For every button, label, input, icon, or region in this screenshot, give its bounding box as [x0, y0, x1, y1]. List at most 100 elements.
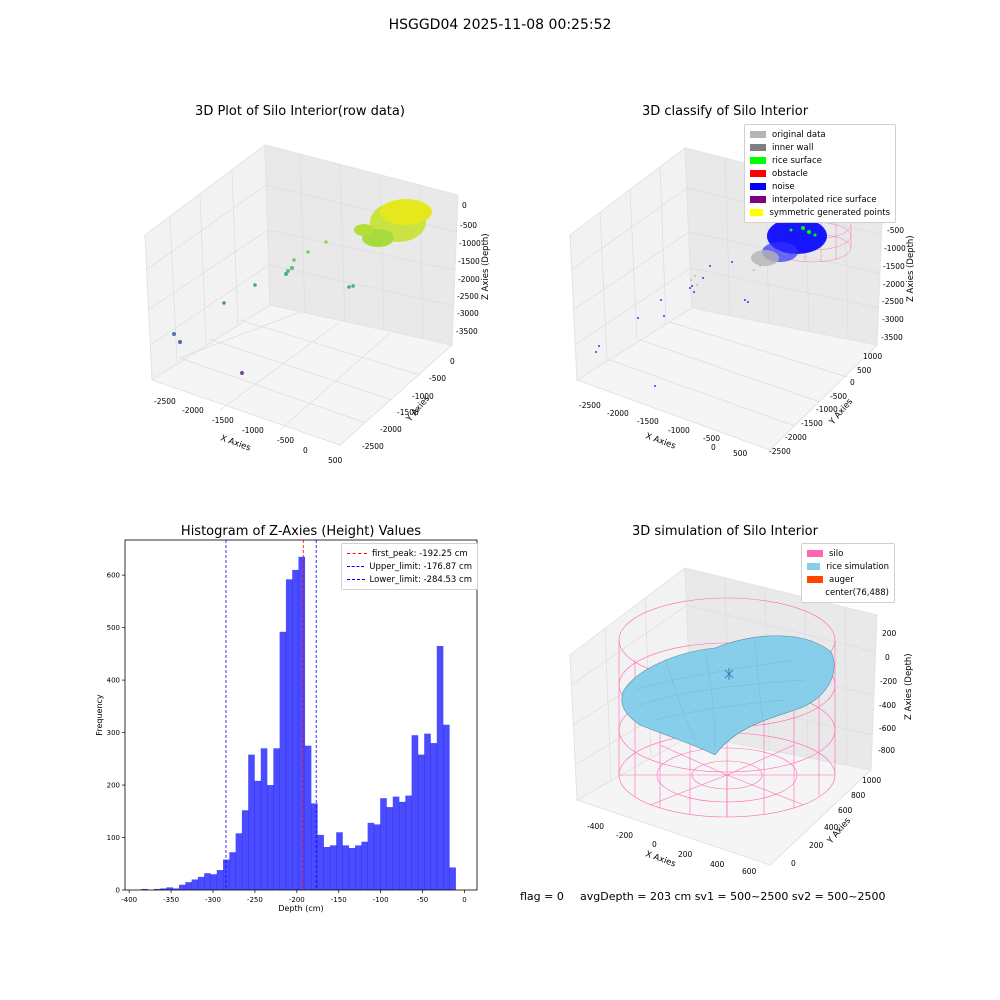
histogram-bar [191, 879, 199, 890]
auger-marker [724, 668, 734, 680]
histogram-xtick-label: -350 [163, 896, 179, 904]
legend-item: original data [750, 128, 890, 141]
histogram-xlabel: Depth (cm) [278, 904, 323, 913]
legend-item: auger [807, 573, 889, 586]
histogram-bar [241, 810, 249, 890]
histogram-bar [267, 785, 274, 890]
svg-text:0: 0 [652, 840, 657, 849]
histogram-bar [329, 845, 337, 890]
svg-text:0: 0 [450, 357, 455, 366]
svg-text:-2000: -2000 [380, 425, 402, 434]
histogram-bar [285, 579, 293, 890]
legend-item: center(76,488) [825, 587, 889, 598]
svg-text:1000: 1000 [862, 776, 881, 785]
svg-text:-3000: -3000 [457, 309, 479, 318]
histogram-ytick-label: 400 [107, 677, 120, 685]
panel4-title: 3D simulation of Silo Interior [632, 524, 818, 539]
histogram-bar [260, 748, 268, 890]
histogram-ytick-label: 0 [116, 887, 120, 895]
legend-item: inner wall [750, 141, 890, 154]
svg-text:200: 200 [882, 629, 897, 638]
svg-text:-1000: -1000 [459, 239, 481, 248]
svg-text:-500: -500 [830, 392, 847, 401]
histogram-xtick-label: -400 [121, 896, 137, 904]
legend-item: symmetric generated points [750, 206, 890, 219]
svg-text:-1000: -1000 [242, 426, 264, 435]
svg-text:-2500: -2500 [769, 447, 791, 456]
svg-text:-3000: -3000 [882, 315, 904, 324]
svg-text:-500: -500 [460, 221, 477, 230]
histogram-bar [298, 556, 306, 890]
svg-text:600: 600 [838, 806, 853, 815]
histogram-bar [411, 735, 419, 890]
svg-text:-3500: -3500 [456, 327, 478, 336]
svg-text:-500: -500 [277, 436, 294, 445]
svg-text:-1000: -1000 [816, 405, 838, 414]
legend-item: rice simulation [807, 560, 889, 573]
footer-flag: flag = 0 [520, 890, 564, 903]
svg-text:-2000: -2000 [883, 280, 905, 289]
svg-text:400: 400 [710, 860, 725, 869]
svg-text:500: 500 [733, 449, 748, 458]
histogram-bar [430, 743, 438, 890]
histogram-bar [216, 870, 224, 890]
legend-item: obstacle [750, 167, 890, 180]
histogram-bar [323, 846, 331, 890]
svg-text:-1500: -1500 [458, 257, 480, 266]
panel4-zlabel: Z Axies (Depth) [904, 653, 914, 720]
histogram-bar [355, 845, 362, 890]
histogram-bar [361, 841, 368, 890]
histogram-xtick-label: -150 [331, 896, 347, 904]
svg-text:0: 0 [850, 378, 855, 387]
svg-text:-200: -200 [880, 677, 897, 686]
histogram-bar [405, 795, 412, 890]
legend-item: silo [807, 547, 889, 560]
svg-text:-200: -200 [616, 831, 633, 840]
svg-text:-1500: -1500 [637, 417, 659, 426]
histogram-bar [386, 807, 394, 890]
svg-text:-2500: -2500 [579, 401, 601, 410]
histogram-bar [367, 822, 375, 890]
histogram-ylabel: Frequency [95, 694, 104, 736]
histogram-bar [248, 754, 255, 890]
panel2-title: 3D classify of Silo Interior [641, 104, 809, 119]
histogram-bar [153, 888, 161, 890]
panel2-3d-plot: -500 -1000 -1500 -2000 -2500 -3000 -3500… [569, 147, 916, 458]
svg-text:-800: -800 [878, 746, 895, 755]
histogram-bar [223, 859, 230, 890]
panel1-title: 3D Plot of Silo Interior(row data) [195, 104, 405, 119]
histogram-bar [197, 876, 205, 890]
svg-text:-600: -600 [879, 724, 896, 733]
rice-simulation-surface [621, 635, 835, 756]
histogram-ytick-label: 300 [107, 729, 120, 737]
svg-text:-400: -400 [587, 822, 604, 831]
panel1-3d-plot: 0 -500 -1000 -1500 -2000 -2500 -3000 -35… [144, 144, 491, 465]
panel2-legend: original data inner wall rice surface ob… [744, 124, 896, 223]
svg-text:-500: -500 [429, 374, 446, 383]
svg-text:-500: -500 [887, 226, 904, 235]
svg-text:-1500: -1500 [212, 416, 234, 425]
svg-text:500: 500 [328, 456, 343, 465]
svg-text:0: 0 [885, 653, 890, 662]
footer-stats: avgDepth = 203 cm sv1 = 500~2500 sv2 = 5… [580, 890, 886, 903]
histogram-bar [336, 832, 343, 890]
histogram-bar [273, 748, 280, 890]
svg-text:-500: -500 [703, 434, 720, 443]
histogram-bar [342, 845, 350, 890]
svg-text:-2000: -2000 [785, 433, 807, 442]
figure-title: HSGGD04 2025-11-08 00:25:52 [388, 17, 612, 33]
histogram-xtick-label: -50 [417, 896, 428, 904]
histogram-ytick-label: 600 [107, 572, 120, 580]
svg-text:-2500: -2500 [362, 442, 384, 451]
histogram-bar [417, 754, 425, 890]
legend-item: Upper_limit: -176.87 cm [347, 560, 472, 573]
histogram-bar [373, 824, 381, 890]
svg-text:-2500: -2500 [154, 397, 176, 406]
histogram-bar [348, 848, 356, 890]
histogram-bar [392, 796, 400, 890]
svg-text:-2500: -2500 [882, 297, 904, 306]
histogram-bar [304, 745, 312, 890]
svg-text:400: 400 [824, 823, 839, 832]
panel1-xlabel: X Axies [219, 433, 252, 453]
histogram-bar [204, 873, 211, 890]
